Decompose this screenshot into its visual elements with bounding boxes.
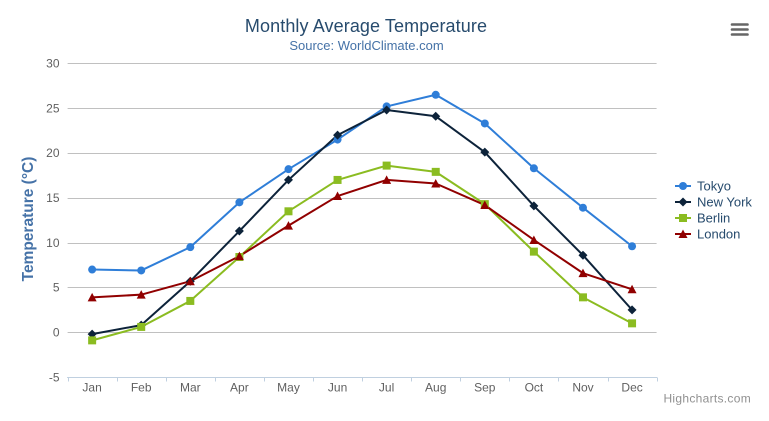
svg-text:Aug: Aug: [425, 381, 446, 395]
svg-text:Sep: Sep: [474, 381, 496, 395]
svg-text:Feb: Feb: [131, 381, 152, 395]
svg-text:25: 25: [46, 101, 60, 115]
svg-text:New York: New York: [697, 195, 752, 210]
svg-text:5: 5: [53, 281, 60, 295]
svg-text:-5: -5: [49, 370, 60, 384]
svg-text:Apr: Apr: [230, 381, 249, 395]
svg-text:Dec: Dec: [621, 381, 642, 395]
svg-text:Mar: Mar: [180, 381, 201, 395]
svg-text:Monthly Average Temperature: Monthly Average Temperature: [245, 16, 487, 36]
svg-text:May: May: [277, 381, 300, 395]
svg-text:15: 15: [46, 191, 60, 205]
svg-text:Jun: Jun: [328, 381, 347, 395]
svg-text:Berlin: Berlin: [697, 211, 730, 226]
svg-text:Nov: Nov: [572, 381, 593, 395]
svg-text:30: 30: [46, 57, 60, 71]
svg-text:Highcharts.com: Highcharts.com: [663, 392, 751, 406]
svg-text:Oct: Oct: [525, 381, 544, 395]
svg-text:Temperature (°C): Temperature (°C): [20, 157, 37, 282]
svg-text:London: London: [697, 227, 740, 242]
svg-text:20: 20: [46, 146, 60, 160]
svg-text:10: 10: [46, 236, 60, 250]
svg-text:Source: WorldClimate.com: Source: WorldClimate.com: [289, 38, 443, 53]
svg-text:Jan: Jan: [82, 381, 101, 395]
svg-text:Jul: Jul: [379, 381, 394, 395]
svg-text:0: 0: [53, 326, 60, 340]
svg-text:Tokyo: Tokyo: [697, 179, 731, 194]
